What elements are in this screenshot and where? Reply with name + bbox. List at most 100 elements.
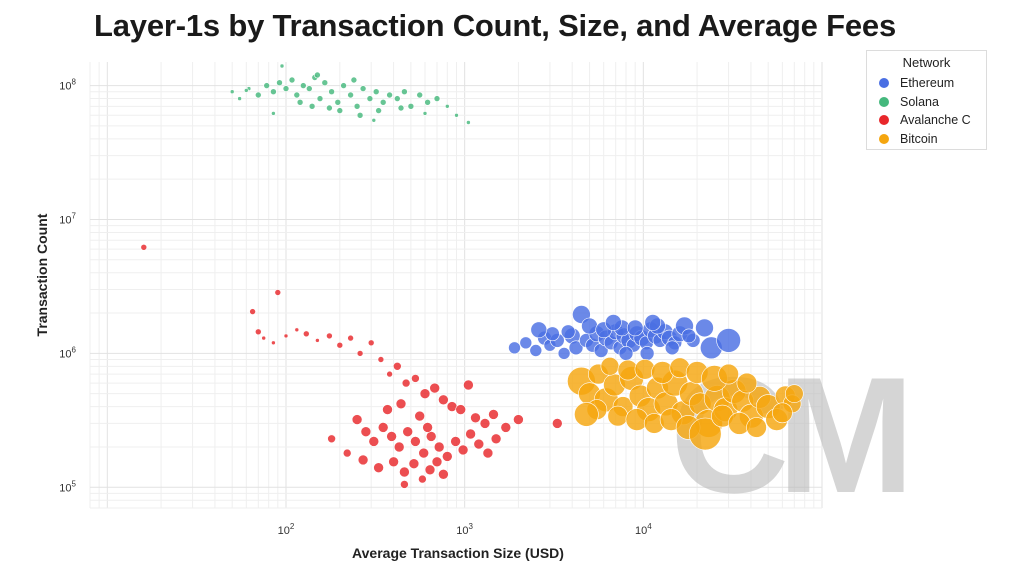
legend-label: Ethereum	[900, 76, 955, 90]
data-point	[470, 412, 481, 424]
data-point	[276, 79, 283, 86]
data-point	[288, 76, 296, 84]
data-point	[519, 336, 533, 350]
legend-label: Bitcoin	[900, 131, 938, 146]
x-tick-label: 104	[635, 522, 652, 537]
data-point	[342, 448, 352, 458]
legend-item-bitcoin[interactable]: Bitcoin	[879, 131, 938, 147]
data-point	[718, 363, 739, 385]
data-point	[545, 326, 560, 342]
data-point	[664, 340, 680, 356]
data-point	[347, 91, 354, 99]
data-point	[372, 88, 380, 95]
x-tick-label: 103	[456, 522, 473, 537]
data-point	[244, 88, 249, 93]
data-point	[249, 308, 256, 315]
data-point	[279, 63, 285, 69]
data-point	[302, 330, 310, 338]
data-point	[359, 85, 367, 92]
data-point	[366, 95, 374, 102]
data-point	[367, 339, 375, 347]
data-point	[568, 340, 584, 356]
y-tick-label: 108	[59, 78, 76, 93]
data-point	[293, 91, 301, 99]
data-point	[560, 324, 576, 340]
data-point	[321, 79, 329, 86]
data-point	[326, 104, 333, 112]
data-point	[347, 334, 354, 342]
series-ethereum	[508, 305, 741, 361]
data-point	[529, 344, 543, 357]
data-point	[327, 434, 336, 444]
legend-dot	[879, 78, 889, 88]
data-point	[393, 95, 401, 102]
data-point	[431, 456, 443, 468]
legend-label: Solana	[900, 94, 939, 109]
data-point	[377, 356, 385, 363]
series-bitcoin	[567, 356, 804, 451]
data-point	[411, 374, 420, 383]
data-point	[716, 328, 741, 353]
data-point	[607, 405, 629, 427]
data-point	[308, 103, 316, 110]
data-point	[605, 314, 622, 331]
data-point	[408, 458, 420, 470]
data-point	[270, 88, 277, 95]
data-point	[282, 85, 290, 92]
data-point	[368, 436, 380, 447]
data-point	[271, 340, 276, 346]
data-point	[644, 314, 662, 331]
data-point	[401, 378, 411, 388]
y-tick-label: 106	[59, 345, 76, 360]
data-point	[422, 422, 433, 433]
data-point	[305, 85, 313, 92]
data-point	[271, 111, 276, 116]
data-point	[326, 332, 333, 340]
data-point	[356, 112, 364, 119]
data-point	[392, 361, 402, 371]
data-point	[371, 118, 377, 123]
data-point	[488, 409, 499, 420]
data-point	[500, 422, 512, 433]
data-point	[357, 454, 369, 466]
data-point	[422, 111, 428, 116]
legend-item-avalanche-c[interactable]: Avalanche C	[879, 112, 971, 128]
data-point	[574, 402, 599, 427]
data-point	[429, 382, 441, 394]
data-point	[351, 414, 363, 425]
data-point	[681, 328, 697, 344]
data-point	[283, 333, 289, 339]
data-point	[395, 398, 407, 410]
data-point	[418, 474, 427, 484]
data-point	[299, 82, 307, 89]
data-point	[356, 350, 364, 357]
data-point	[375, 107, 382, 114]
data-point	[424, 99, 431, 106]
legend-item-ethereum[interactable]: Ethereum	[879, 75, 954, 91]
data-point	[418, 447, 430, 459]
y-tick-label: 105	[59, 479, 76, 494]
data-point	[479, 418, 491, 429]
data-point	[254, 328, 262, 336]
data-point	[315, 338, 320, 343]
data-point	[626, 319, 644, 337]
data-point	[424, 464, 436, 476]
data-point	[618, 346, 634, 361]
data-point	[465, 428, 476, 440]
data-point	[490, 433, 502, 445]
data-point	[581, 317, 598, 335]
data-point	[399, 466, 410, 478]
data-point	[425, 431, 437, 442]
data-point	[254, 91, 262, 99]
legend-item-solana[interactable]: Solana	[879, 94, 939, 110]
data-point	[551, 418, 563, 429]
data-point	[274, 289, 282, 296]
data-point	[457, 444, 469, 456]
data-point	[328, 88, 335, 95]
data-point	[386, 91, 393, 99]
data-point	[625, 408, 649, 431]
data-point	[386, 370, 393, 378]
y-tick-label: 107	[59, 211, 76, 226]
data-point	[414, 410, 426, 422]
